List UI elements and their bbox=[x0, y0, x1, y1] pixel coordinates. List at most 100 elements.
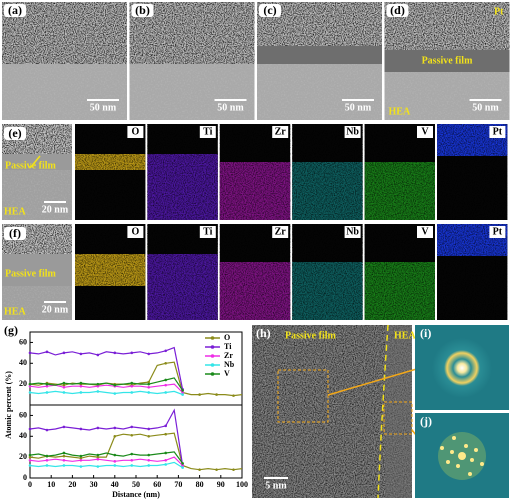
panel-label: (g) bbox=[4, 323, 18, 337]
fft-spot bbox=[458, 452, 466, 460]
fft-spot bbox=[452, 436, 456, 440]
film-label: Passive film bbox=[5, 268, 56, 279]
element-label: Ti bbox=[203, 226, 212, 237]
label-box bbox=[386, 4, 409, 17]
y-tick-label: 0 bbox=[23, 473, 27, 482]
marker bbox=[79, 465, 83, 468]
sem-film bbox=[384, 50, 510, 72]
panel-label: (f) bbox=[9, 226, 21, 240]
element-box bbox=[489, 126, 506, 138]
y-tick-label: 40 bbox=[19, 358, 27, 367]
marker bbox=[96, 453, 100, 457]
marker bbox=[181, 464, 184, 467]
marker bbox=[198, 468, 201, 471]
marker bbox=[147, 380, 151, 384]
marker bbox=[62, 454, 66, 458]
marker bbox=[79, 381, 83, 385]
marker bbox=[28, 464, 32, 467]
element-box bbox=[127, 226, 144, 238]
noise bbox=[147, 224, 218, 320]
marker bbox=[96, 465, 100, 468]
marker bbox=[96, 384, 100, 388]
panel-label: (j) bbox=[420, 414, 432, 428]
element-box bbox=[489, 226, 506, 238]
marker bbox=[130, 384, 134, 388]
marker bbox=[79, 456, 83, 460]
marker bbox=[45, 384, 49, 388]
data-line bbox=[29, 432, 243, 471]
legend-marker bbox=[210, 363, 215, 367]
marker bbox=[28, 391, 32, 394]
marker bbox=[79, 384, 83, 388]
legend-marker bbox=[210, 345, 215, 349]
marker bbox=[113, 460, 117, 463]
marker bbox=[28, 427, 32, 431]
marker bbox=[164, 463, 167, 466]
marker bbox=[164, 391, 167, 394]
marker bbox=[79, 427, 83, 431]
label-box bbox=[259, 4, 281, 17]
noise bbox=[2, 170, 72, 220]
marker bbox=[147, 427, 151, 431]
fft-spot bbox=[450, 450, 454, 454]
marker bbox=[62, 351, 66, 355]
marker bbox=[28, 351, 32, 355]
arrow bbox=[29, 155, 41, 169]
marker bbox=[96, 382, 100, 386]
panel-label: (a) bbox=[8, 3, 22, 17]
fft-spot bbox=[446, 460, 450, 464]
marker bbox=[164, 458, 167, 462]
x-tick-label: 10 bbox=[47, 480, 55, 489]
marker bbox=[28, 458, 32, 462]
marker bbox=[198, 393, 201, 396]
x-axis-label: Distance (nm) bbox=[112, 490, 160, 499]
marker bbox=[113, 351, 117, 355]
marker bbox=[62, 383, 66, 387]
marker bbox=[215, 468, 218, 471]
element-box bbox=[199, 126, 216, 138]
noise bbox=[292, 124, 363, 220]
marker bbox=[28, 382, 32, 386]
legend-label: Nb bbox=[224, 360, 235, 369]
panel-label: (d) bbox=[390, 3, 405, 17]
marker bbox=[181, 393, 184, 396]
noise bbox=[437, 124, 508, 220]
marker bbox=[164, 361, 167, 365]
element-box bbox=[417, 226, 433, 238]
marker bbox=[45, 454, 49, 458]
marker bbox=[96, 457, 100, 461]
marker bbox=[147, 453, 151, 457]
legend-marker bbox=[210, 336, 215, 340]
noise bbox=[2, 64, 127, 120]
y-tick-label: 40 bbox=[19, 431, 27, 440]
data-line bbox=[29, 408, 184, 466]
noise bbox=[129, 64, 255, 120]
label-box bbox=[4, 127, 26, 140]
element-label: O bbox=[132, 226, 140, 237]
hea-label: HEA bbox=[389, 106, 411, 117]
marker bbox=[113, 453, 117, 457]
y-tick-label: 20 bbox=[19, 379, 27, 388]
marker bbox=[96, 426, 100, 430]
marker bbox=[45, 428, 49, 432]
data-line bbox=[29, 451, 184, 464]
noise bbox=[437, 224, 508, 320]
marker bbox=[96, 390, 100, 393]
element-label: Ti bbox=[203, 126, 212, 137]
marker bbox=[79, 352, 83, 356]
x-tick-label: 20 bbox=[68, 480, 76, 489]
marker bbox=[130, 425, 134, 429]
marker bbox=[45, 350, 49, 354]
noise bbox=[75, 224, 146, 320]
label-box bbox=[4, 227, 26, 240]
marker bbox=[62, 381, 66, 385]
noise bbox=[364, 224, 435, 320]
x-tick-label: 30 bbox=[90, 480, 98, 489]
x-tick-label: 100 bbox=[236, 480, 248, 489]
marker bbox=[147, 434, 151, 438]
noise bbox=[75, 124, 146, 220]
marker bbox=[62, 458, 66, 462]
panel-label: (i) bbox=[420, 326, 431, 340]
marker bbox=[215, 393, 218, 396]
fft-spot bbox=[468, 472, 472, 476]
